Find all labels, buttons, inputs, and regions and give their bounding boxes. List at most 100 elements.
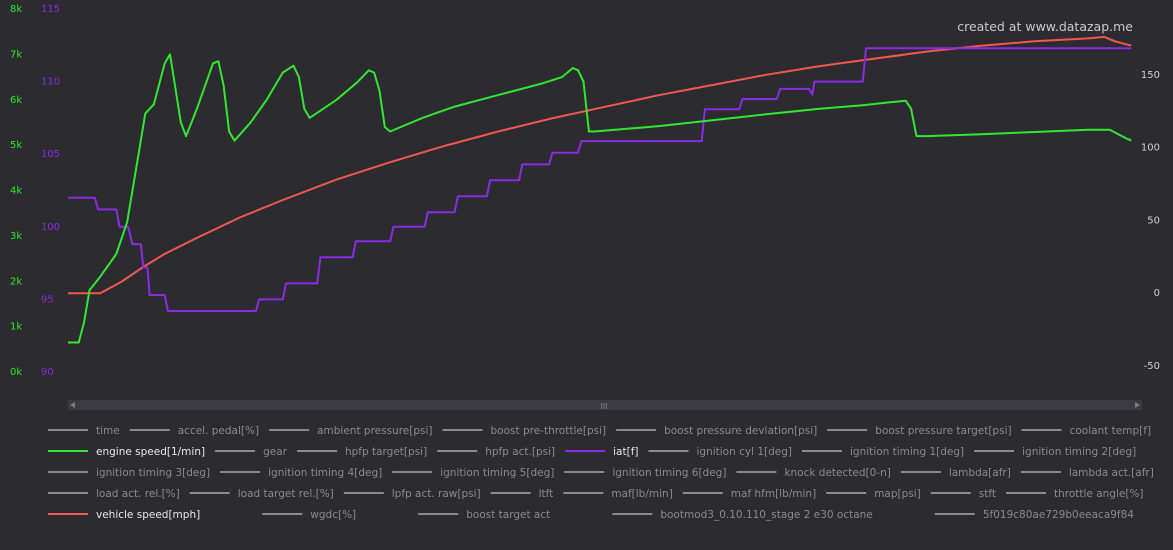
legend-label: wgdc[%]	[310, 509, 356, 521]
legend-item[interactable]: gear	[215, 446, 288, 458]
rpm-tick-label: 7k	[10, 49, 22, 60]
watermark-text: created at www.datazap.me	[957, 19, 1133, 34]
legend-label: hpfp act.[psi]	[485, 446, 555, 458]
legend-item[interactable]: ignition timing 2[deg]	[974, 446, 1136, 458]
rpm-tick-label: 3k	[10, 231, 22, 242]
legend-item[interactable]: vehicle speed[mph]	[48, 509, 200, 521]
series-line-vehicle-speed-mph[interactable]	[68, 35, 1132, 295]
legend-item[interactable]: load target rel.[%]	[189, 488, 334, 500]
legend-item[interactable]: ignition cyl 1[deg]	[648, 446, 792, 458]
legend-item[interactable]: hpfp act.[psi]	[437, 446, 555, 458]
legend-item[interactable]: ignition timing 5[deg]	[392, 467, 554, 479]
scrollbar-thumb-grip[interactable]: III	[600, 402, 607, 411]
legend-item[interactable]: ignition timing 6[deg]	[564, 467, 726, 479]
legend-label: engine speed[1/min]	[96, 446, 205, 458]
rpm-tick-label: 0k	[10, 367, 22, 378]
rpm-tick-label: 8k	[10, 4, 22, 15]
legend-label: ignition cyl 1[deg]	[696, 446, 792, 458]
legend-label: ignition timing 2[deg]	[1022, 446, 1136, 458]
legend: time accel. pedal[%] ambient pressure[psi]…	[48, 425, 1154, 521]
legend-item[interactable]: maf[lb/min]	[563, 488, 673, 500]
legend-label: lpfp act. raw[psi]	[392, 488, 481, 500]
legend-label: bootmod3_0.10.110_stage 2 e30 octane	[660, 509, 872, 521]
legend-item[interactable]: wgdc[%]	[262, 509, 356, 521]
legend-item[interactable]: boost pressure target[psi]	[827, 425, 1012, 437]
legend-label: boost target act	[466, 509, 550, 521]
iat-tick-label: 105	[41, 149, 60, 160]
legend-item[interactable]: iat[f]	[565, 446, 638, 458]
legend-item[interactable]: boost pressure deviation[psi]	[616, 425, 817, 437]
speed-tick-label: 50	[1147, 215, 1160, 226]
legend-label: accel. pedal[%]	[178, 425, 259, 437]
legend-label: coolant temp[f]	[1070, 425, 1151, 437]
legend-label: time	[96, 425, 120, 437]
legend-label: iat[f]	[613, 446, 638, 458]
legend-label: stft	[979, 488, 996, 500]
legend-item[interactable]: throttle angle[%]	[1005, 488, 1144, 500]
rpm-tick-label: 6k	[10, 95, 22, 106]
legend-item[interactable]: ignition timing 4[deg]	[220, 467, 382, 479]
series-line-iat-f[interactable]	[68, 47, 1132, 312]
right-axis-vehicle-speed: -50 0 50 100 150	[1141, 70, 1160, 372]
legend-item[interactable]: engine speed[1/min]	[48, 446, 205, 458]
legend-item[interactable]: boost pre-throttle[psi]	[442, 425, 607, 437]
scroll-right-arrow-icon[interactable]	[1135, 402, 1140, 408]
legend-label: load act. rel.[%]	[96, 488, 180, 500]
legend-item[interactable]: ltft	[490, 488, 554, 500]
iat-tick-label: 110	[41, 77, 60, 88]
scrollbar-track[interactable]	[68, 400, 1142, 410]
left-axis-engine-speed: 0k 1k 2k 3k 4k 5k 6k 7k 8k	[10, 4, 22, 378]
legend-item[interactable]: boost target act	[418, 509, 550, 521]
legend-item[interactable]: maf hfm[lb/min]	[682, 488, 816, 500]
legend-item[interactable]: ignition timing 1[deg]	[802, 446, 964, 458]
rpm-tick-label: 5k	[10, 140, 22, 151]
iat-tick-label: 100	[41, 222, 60, 233]
iat-tick-label: 90	[41, 367, 54, 378]
legend-label: ltft	[539, 488, 554, 500]
iat-tick-label: 115	[41, 4, 60, 15]
rpm-tick-label: 1k	[10, 322, 22, 333]
legend-item[interactable]: ambient pressure[psi]	[269, 425, 433, 437]
legend-label: throttle angle[%]	[1054, 488, 1144, 500]
legend-label: boost pressure target[psi]	[875, 425, 1011, 437]
legend-item[interactable]: map[psi]	[826, 488, 921, 500]
legend-item[interactable]: time	[48, 425, 120, 437]
left-axis-iat: 90 95 100 105 110 115	[41, 4, 60, 378]
rpm-tick-label: 4k	[10, 186, 22, 197]
legend-label: lambda act.[afr]	[1069, 467, 1154, 479]
legend-item[interactable]: lambda[afr]	[900, 467, 1011, 479]
series-line-engine-speed-1-min[interactable]	[68, 53, 1132, 344]
speed-tick-label: 150	[1141, 70, 1160, 81]
plot-area[interactable]	[68, 35, 1132, 344]
legend-label: ambient pressure[psi]	[317, 425, 432, 437]
rpm-tick-label: 2k	[10, 276, 22, 287]
legend-item[interactable]: ignition timing 3[deg]	[48, 467, 210, 479]
legend-label: map[psi]	[874, 488, 921, 500]
legend-item[interactable]: knock detected[0-n]	[736, 467, 891, 479]
legend-item[interactable]: 5f019c80ae729b0eeaca9f84	[934, 509, 1134, 521]
speed-tick-label: 100	[1141, 143, 1160, 154]
legend-label: knock detected[0-n]	[784, 467, 890, 479]
legend-label: load target rel.[%]	[238, 488, 334, 500]
legend-label: ignition timing 1[deg]	[850, 446, 964, 458]
legend-item[interactable]: coolant temp[f]	[1021, 425, 1151, 437]
legend-label: lambda[afr]	[949, 467, 1011, 479]
legend-item[interactable]: stft	[930, 488, 996, 500]
legend-label: maf[lb/min]	[611, 488, 672, 500]
legend-item[interactable]: load act. rel.[%]	[48, 488, 180, 500]
legend-item[interactable]: lambda act.[afr]	[1020, 467, 1154, 479]
legend-label: ignition timing 5[deg]	[440, 467, 554, 479]
legend-label: 5f019c80ae729b0eeaca9f84	[983, 509, 1134, 521]
legend-label: ignition timing 3[deg]	[96, 467, 210, 479]
speed-tick-label: -50	[1144, 361, 1160, 372]
scroll-left-arrow-icon[interactable]	[70, 402, 75, 408]
iat-tick-label: 95	[41, 294, 54, 305]
legend-item[interactable]: bootmod3_0.10.110_stage 2 e30 octane	[612, 509, 873, 521]
legend-label: hpfp target[psi]	[345, 446, 427, 458]
horizontal-scrollbar[interactable]: III	[68, 400, 1142, 411]
speed-tick-label: 0	[1154, 288, 1160, 299]
legend-item[interactable]: accel. pedal[%]	[129, 425, 259, 437]
legend-item[interactable]: hpfp target[psi]	[296, 446, 427, 458]
legend-item[interactable]: lpfp act. raw[psi]	[343, 488, 481, 500]
